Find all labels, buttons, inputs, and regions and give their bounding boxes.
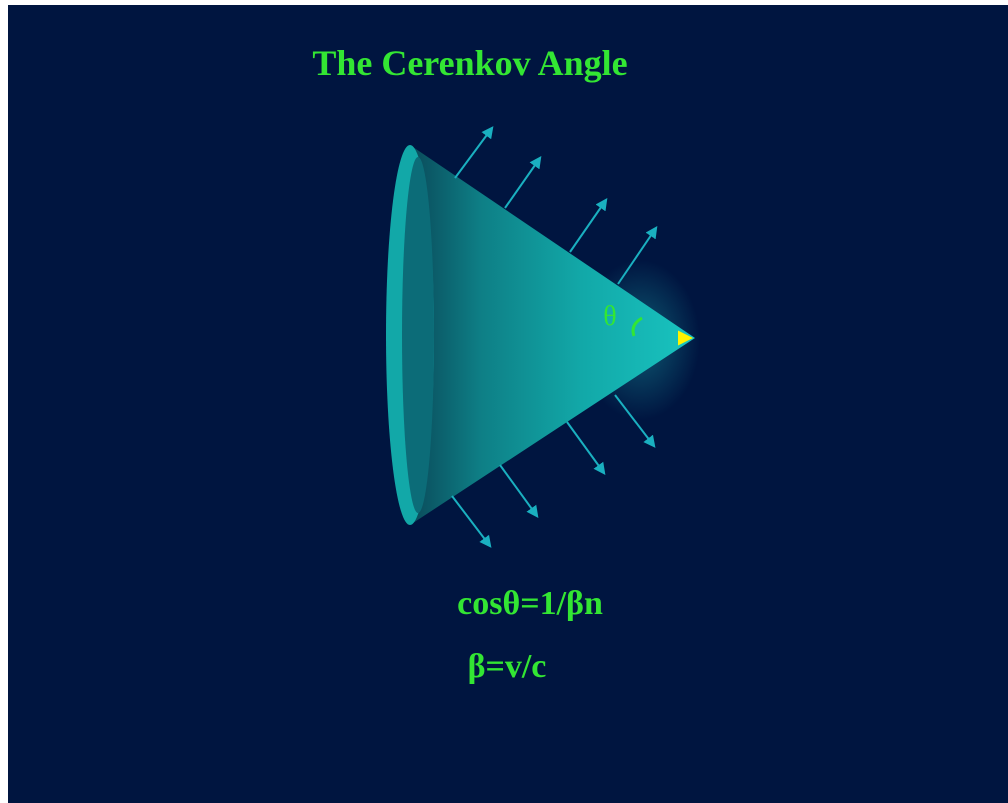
light-arrows xyxy=(451,126,658,548)
cone xyxy=(410,145,695,525)
formula: cosθ=1/βn xyxy=(457,585,603,622)
arrow xyxy=(451,495,492,548)
angle-label: θ xyxy=(603,301,616,332)
arrow xyxy=(454,126,494,179)
arrow xyxy=(499,464,539,518)
arrow xyxy=(614,394,656,448)
cone-base-inner xyxy=(402,157,434,513)
title: The Cerenkov Angle xyxy=(312,43,627,83)
arrow xyxy=(617,226,658,285)
angle-arc xyxy=(631,316,643,337)
arrow xyxy=(566,421,606,475)
arrow xyxy=(569,198,608,253)
arrow xyxy=(504,156,542,209)
formula: β=v/c xyxy=(468,648,547,685)
